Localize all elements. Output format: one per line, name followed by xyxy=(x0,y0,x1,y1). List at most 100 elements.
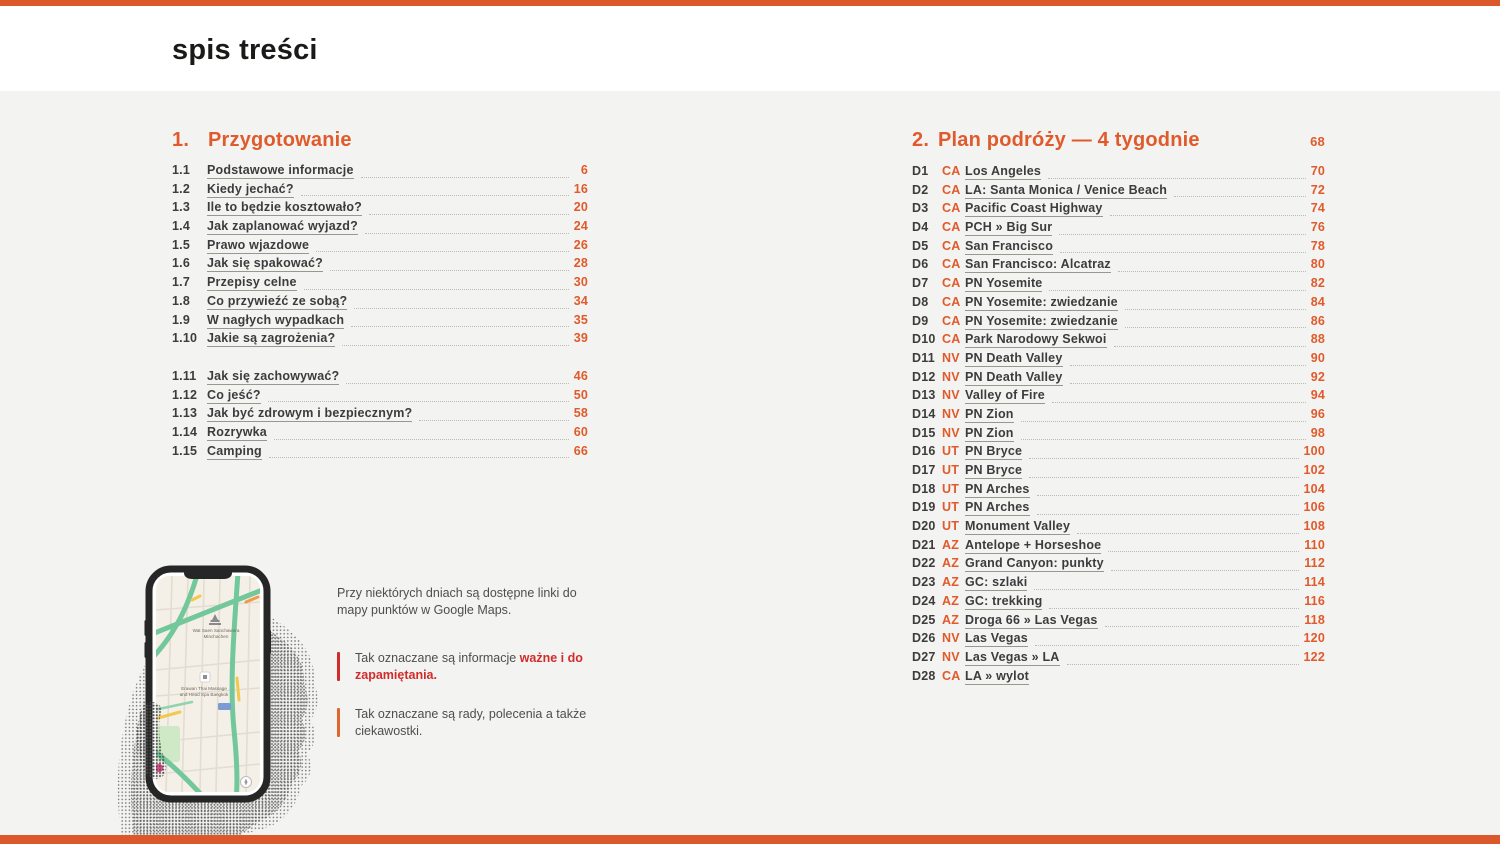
toc-item-link[interactable]: Los Angeles xyxy=(965,164,1042,180)
toc-item-link[interactable]: Park Narodowy Sekwoi xyxy=(965,332,1107,349)
toc-item-link[interactable]: Podstawowe informacje xyxy=(207,163,354,179)
toc-item-link[interactable]: PN Zion xyxy=(965,406,1014,423)
toc-item-state: NV xyxy=(942,631,960,646)
toc-row[interactable]: D17 UT PN Bryce 102 xyxy=(912,463,1325,482)
toc-item-link[interactable]: Prawo wjazdowe xyxy=(207,237,310,254)
toc-row[interactable]: D22 AZ Grand Canyon: punkty 112 xyxy=(912,556,1325,575)
toc-row[interactable]: 1.1 Podstawowe informacje 6 xyxy=(172,163,588,182)
toc-list-preparation: 1.1 Podstawowe informacje 6 1.2 Kiedy je… xyxy=(172,163,588,462)
toc-row[interactable]: 1.13 Jak być zdrowym i bezpiecznym? 58 xyxy=(172,406,588,425)
toc-item-link[interactable]: Monument Valley xyxy=(965,519,1071,536)
toc-item-link[interactable]: Co jeść? xyxy=(207,387,261,404)
toc-item-number: D25 xyxy=(912,612,936,627)
toc-item-link[interactable]: PN Yosemite xyxy=(965,276,1043,293)
toc-row[interactable]: D20 UT Monument Valley 108 xyxy=(912,519,1325,538)
toc-row[interactable]: D18 UT PN Arches 104 xyxy=(912,482,1325,501)
toc-item-link[interactable]: Valley of Fire xyxy=(965,388,1045,405)
toc-row[interactable]: 1.6 Jak się spakować? 28 xyxy=(172,256,588,275)
toc-row[interactable]: D6 CA San Francisco: Alcatraz 80 xyxy=(912,257,1325,276)
toc-item-link[interactable]: GC: trekking xyxy=(965,593,1043,610)
toc-item-link[interactable]: Jak się spakować? xyxy=(207,256,323,273)
toc-row[interactable]: D28 CA LA » wylot xyxy=(912,669,1325,688)
dotted-leader xyxy=(1049,607,1300,609)
toc-item-state: UT xyxy=(942,481,960,496)
toc-row[interactable]: 1.3 Ile to będzie kosztowało? 20 xyxy=(172,200,588,219)
toc-row[interactable]: 1.9 W nagłych wypadkach 35 xyxy=(172,313,588,332)
toc-row[interactable]: D8 CA PN Yosemite: zwiedzanie 84 xyxy=(912,295,1325,314)
toc-row[interactable]: D15 NV PN Zion 98 xyxy=(912,426,1325,445)
toc-row[interactable]: D27 NV Las Vegas » LA 122 xyxy=(912,650,1325,669)
toc-item-link[interactable]: Camping xyxy=(207,443,262,460)
toc-row[interactable]: D9 CA PN Yosemite: zwiedzanie 86 xyxy=(912,314,1325,333)
toc-row[interactable]: D10 CA Park Narodowy Sekwoi 88 xyxy=(912,332,1325,351)
toc-item-link[interactable]: PN Arches xyxy=(965,481,1030,498)
toc-row[interactable]: D24 AZ GC: trekking 116 xyxy=(912,594,1325,613)
map-label: and Head Spa Bangkok xyxy=(180,692,229,697)
toc-item-link[interactable]: Jak być zdrowym i bezpiecznym? xyxy=(207,406,413,423)
toc-item-link[interactable]: PN Death Valley xyxy=(965,350,1063,367)
toc-row[interactable]: D3 CA Pacific Coast Highway 74 xyxy=(912,201,1325,220)
toc-row[interactable]: D19 UT PN Arches 106 xyxy=(912,500,1325,519)
toc-item-link[interactable]: PN Yosemite: zwiedzanie xyxy=(965,313,1118,330)
toc-item-link[interactable]: Przepisy celne xyxy=(207,275,297,292)
toc-item-link[interactable]: Kiedy jechać? xyxy=(207,181,294,198)
toc-row[interactable]: D11 NV PN Death Valley 90 xyxy=(912,351,1325,370)
toc-row[interactable]: 1.12 Co jeść? 50 xyxy=(172,388,588,407)
toc-item-link[interactable]: Ile to będzie kosztowało? xyxy=(207,200,363,217)
toc-row[interactable]: D21 AZ Antelope + Horseshoe 110 xyxy=(912,538,1325,557)
toc-item-link[interactable]: Grand Canyon: punkty xyxy=(965,556,1104,573)
toc-row[interactable]: D1 CA Los Angeles 70 xyxy=(912,164,1325,183)
dotted-leader xyxy=(1051,401,1306,403)
toc-item-link[interactable]: PCH » Big Sur xyxy=(965,220,1053,237)
toc-item-page: 82 xyxy=(1310,276,1325,291)
toc-item-link[interactable]: PN Bryce xyxy=(965,463,1023,479)
toc-item-link[interactable]: PN Death Valley xyxy=(965,369,1063,386)
toc-row[interactable]: 1.8 Co przywieźć ze sobą? 34 xyxy=(172,294,588,313)
toc-item-link[interactable]: San Francisco: Alcatraz xyxy=(965,257,1111,274)
toc-item-link[interactable]: Co przywieźć ze sobą? xyxy=(207,293,348,310)
dotted-leader xyxy=(300,195,569,197)
toc-item-link[interactable]: W nagłych wypadkach xyxy=(207,312,345,329)
toc-item-link[interactable]: Antelope + Horseshoe xyxy=(965,537,1102,554)
toc-row[interactable]: 1.10 Jakie są zagrożenia? 39 xyxy=(172,331,588,350)
toc-item-link[interactable]: Jak zaplanować wyjazd? xyxy=(207,219,358,236)
toc-item-link[interactable]: GC: szlaki xyxy=(965,575,1028,592)
toc-item-link[interactable]: Pacific Coast Highway xyxy=(965,201,1103,218)
toc-row[interactable]: D7 CA PN Yosemite 82 xyxy=(912,276,1325,295)
toc-row[interactable]: D13 NV Valley of Fire 94 xyxy=(912,388,1325,407)
toc-item-page: 58 xyxy=(573,406,588,421)
toc-row[interactable]: D5 CA San Francisco 78 xyxy=(912,239,1325,258)
toc-row[interactable]: D12 NV PN Death Valley 92 xyxy=(912,370,1325,389)
toc-item-link[interactable]: San Francisco xyxy=(965,238,1054,255)
toc-row[interactable]: 1.14 Rozrywka 60 xyxy=(172,425,588,444)
toc-item-link[interactable]: Jak się zachowywać? xyxy=(207,368,340,385)
toc-row[interactable]: 1.5 Prawo wjazdowe 26 xyxy=(172,238,588,257)
toc-row[interactable]: 1.11 Jak się zachowywać? 46 xyxy=(172,369,588,388)
toc-row[interactable]: D2 CA LA: Santa Monica / Venice Beach 72 xyxy=(912,183,1325,202)
toc-row[interactable]: D25 AZ Droga 66 » Las Vegas 118 xyxy=(912,613,1325,632)
toc-item-link[interactable]: Rozrywka xyxy=(207,424,267,441)
toc-row[interactable]: 1.7 Przepisy celne 30 xyxy=(172,275,588,294)
toc-row[interactable]: D26 NV Las Vegas 120 xyxy=(912,631,1325,650)
toc-item-link[interactable]: Las Vegas » LA xyxy=(965,649,1060,666)
toc-row[interactable]: D16 UT PN Bryce 100 xyxy=(912,444,1325,463)
toc-row[interactable]: D4 CA PCH » Big Sur 76 xyxy=(912,220,1325,239)
toc-row[interactable]: 1.2 Kiedy jechać? 16 xyxy=(172,182,588,201)
toc-item-link[interactable]: Droga 66 » Las Vegas xyxy=(965,612,1098,629)
toc-item-number: D6 xyxy=(912,257,929,272)
toc-item-link[interactable]: PN Yosemite: zwiedzanie xyxy=(965,294,1118,311)
toc-row[interactable]: D23 AZ GC: szlaki 114 xyxy=(912,575,1325,594)
toc-item-number: D13 xyxy=(912,388,936,403)
toc-row[interactable]: D14 NV PN Zion 96 xyxy=(912,407,1325,426)
toc-item-link[interactable]: Jakie są zagrożenia? xyxy=(207,331,336,348)
toc-item-link[interactable]: PN Zion xyxy=(965,425,1014,442)
toc-item-link[interactable]: LA: Santa Monica / Venice Beach xyxy=(965,182,1168,199)
toc-row[interactable]: 1.15 Camping 66 xyxy=(172,444,588,463)
toc-item-link[interactable]: Las Vegas xyxy=(965,631,1028,648)
toc-item-link[interactable]: PN Arches xyxy=(965,500,1030,517)
section-2-heading: 2. Plan podróży — 4 tygodnie 68 xyxy=(912,129,1325,152)
toc-item-link[interactable]: LA » wylot xyxy=(965,668,1030,685)
toc-row[interactable]: 1.4 Jak zaplanować wyjazd? 24 xyxy=(172,219,588,238)
toc-item-link[interactable]: PN Bryce xyxy=(965,444,1023,461)
toc-item-page: 39 xyxy=(573,331,588,346)
